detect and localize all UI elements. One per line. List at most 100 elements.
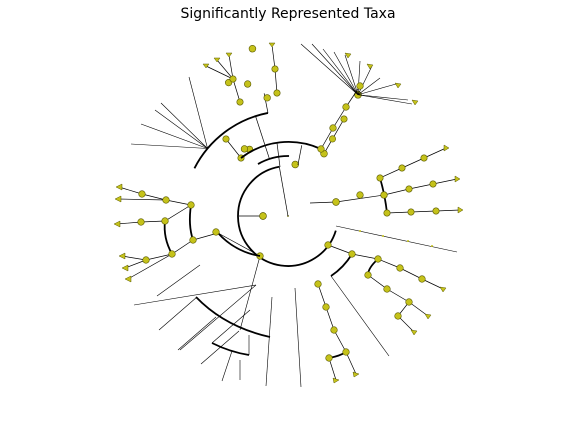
tree-branch [116, 204, 192, 225]
taxon-node [162, 196, 170, 204]
taxon-node [356, 191, 364, 199]
taxon-node [187, 201, 195, 209]
taxon-node [212, 228, 220, 236]
leaf-marker [115, 183, 123, 191]
taxon-node [229, 75, 237, 83]
taxon-node [137, 218, 145, 226]
tree-branch [383, 178, 458, 196]
clade-arc [217, 232, 261, 257]
taxon-node [328, 135, 336, 143]
tree-branch [274, 68, 278, 94]
taxon-node [138, 190, 146, 198]
tree-branch [255, 116, 270, 160]
taxon-node [161, 217, 169, 225]
tree-branch [276, 142, 281, 168]
tree-branch [216, 59, 234, 80]
taxon-node [383, 285, 391, 293]
clade-arc [240, 141, 322, 159]
tree-branch [177, 316, 217, 351]
tree-branch [309, 201, 337, 204]
taxon-node [189, 236, 197, 244]
taxon-node [240, 145, 249, 153]
clade-arc [330, 253, 353, 277]
tree-branch [357, 83, 397, 96]
tree-branch [117, 198, 167, 201]
taxon-node [405, 298, 413, 306]
minor-node [407, 240, 409, 242]
taxon-node [142, 256, 150, 264]
taxon-node [374, 255, 382, 263]
clade-arc [195, 296, 271, 338]
leaf-marker [454, 175, 461, 183]
leaf-marker [268, 42, 276, 48]
tree-branch [367, 274, 429, 317]
tree-branch [345, 351, 357, 375]
tree-branch [265, 296, 273, 387]
tree-branch [239, 255, 261, 331]
tree-branch [351, 253, 379, 260]
tree-branch [160, 102, 208, 149]
leaf-marker [443, 144, 450, 152]
tree-branch [300, 43, 359, 95]
tree-branch [332, 106, 347, 129]
taxon-node [420, 154, 428, 162]
leaf-marker [411, 99, 419, 106]
taxon-node [407, 208, 415, 216]
leaf-marker [202, 63, 210, 69]
figure-title: Significantly Represented Taxa [180, 6, 396, 22]
minor-node [431, 245, 433, 247]
tree-branch [320, 127, 334, 150]
taxon-node [364, 271, 372, 279]
taxon-node [317, 145, 325, 153]
taxon-node [342, 103, 350, 111]
leaf-marker [225, 52, 233, 58]
tree-branch [221, 350, 233, 382]
leaf-marker [424, 313, 432, 320]
tree-branch [140, 123, 208, 149]
taxon-node [236, 98, 244, 106]
leaf-marker [114, 195, 122, 203]
tree-branch [386, 209, 461, 214]
tree-branch [311, 43, 359, 95]
leaf-marker [113, 220, 121, 228]
tree-branch [271, 44, 276, 70]
taxon-node [398, 164, 406, 172]
tree-branch [118, 186, 192, 206]
taxon-node [329, 124, 337, 132]
tree-branch [217, 232, 261, 257]
taxon-node [356, 82, 364, 90]
taxon-node [271, 65, 279, 73]
taxon-node [330, 326, 338, 334]
tree-branch [225, 138, 242, 159]
leaf-marker [344, 52, 352, 59]
taxon-node [418, 275, 426, 283]
leaf-marker [457, 206, 464, 214]
clade-arc [257, 155, 290, 165]
tree-branch [154, 109, 208, 149]
taxon-node [342, 348, 350, 356]
tree-branch [357, 94, 409, 101]
tree-branch [158, 296, 198, 331]
leaf-marker [121, 264, 129, 272]
tree-branch [205, 65, 234, 80]
tree-branch [156, 264, 201, 297]
leaf-marker [410, 329, 418, 336]
tree-branch [357, 94, 413, 105]
tree-branch [379, 147, 447, 179]
tree-branch [127, 253, 173, 280]
tree-branch [357, 60, 361, 95]
clade-arc [188, 204, 194, 241]
taxon-node [383, 209, 391, 217]
clade-arc [237, 165, 337, 267]
taxon-node [380, 191, 388, 199]
tree-branch [211, 309, 251, 344]
tree-branch [333, 51, 359, 95]
tree-branch [130, 143, 208, 149]
leaf-marker [394, 82, 402, 89]
tree-branch [278, 166, 289, 217]
tree-branch [228, 54, 234, 80]
tree-branch [335, 225, 458, 253]
clade-arc [163, 220, 173, 255]
taxon-node [259, 212, 267, 220]
